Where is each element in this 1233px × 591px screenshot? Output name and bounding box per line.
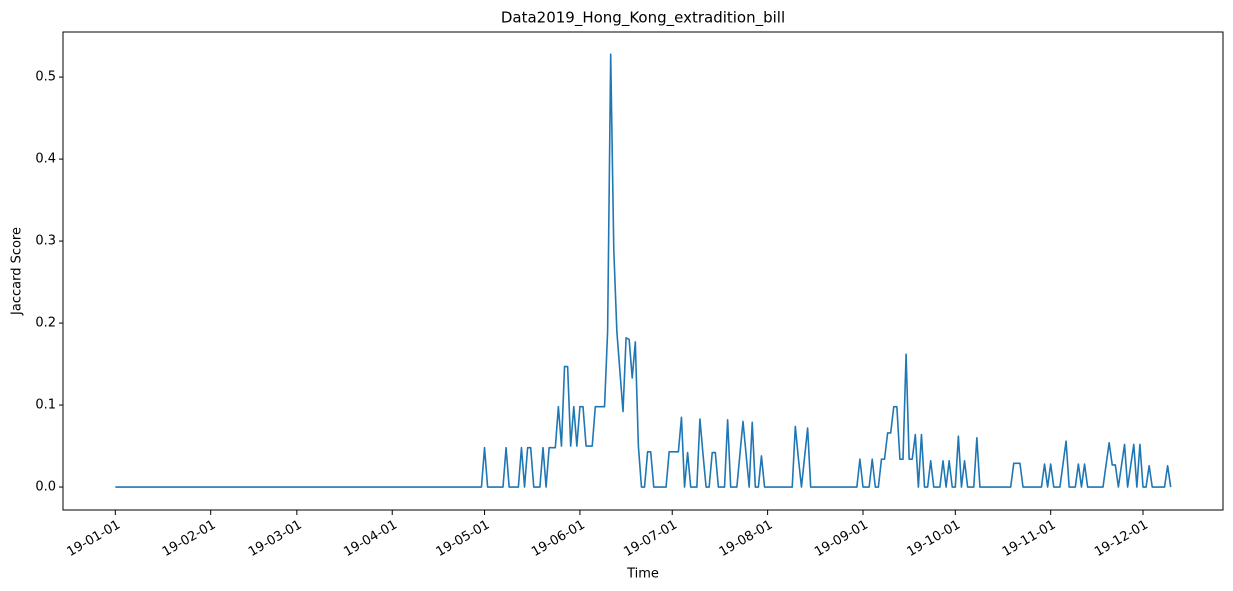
- x-axis-label: Time: [626, 567, 659, 582]
- x-tick-label: 19-08-01: [717, 518, 776, 560]
- y-tick-label: 0.2: [35, 316, 56, 331]
- chart-title: Data2019_Hong_Kong_extradition_bill: [501, 9, 785, 28]
- x-tick-label: 19-06-01: [529, 518, 588, 560]
- y-axis-label: Jaccard Score: [10, 227, 25, 316]
- y-tick-label: 0.4: [35, 152, 56, 167]
- x-tick-label: 19-10-01: [904, 518, 963, 560]
- y-tick-label: 0.3: [35, 234, 56, 249]
- x-tick-label: 19-03-01: [246, 518, 305, 560]
- x-tick-label: 19-01-01: [64, 518, 123, 560]
- y-tick-label: 0.1: [35, 398, 56, 413]
- y-tick-label: 0.0: [35, 480, 56, 495]
- axes-frame: [62, 31, 1224, 511]
- data-line: [115, 53, 1172, 488]
- x-tick-label: 19-12-01: [1092, 518, 1151, 560]
- y-tick-label: 0.5: [35, 70, 56, 85]
- x-tick-label: 19-11-01: [1000, 518, 1059, 560]
- x-tick-label: 19-05-01: [434, 518, 493, 560]
- x-tick-label: 19-07-01: [621, 518, 680, 560]
- x-tick-label: 19-09-01: [812, 518, 871, 560]
- x-tick-label: 19-04-01: [341, 518, 400, 560]
- x-tick-label: 19-02-01: [160, 518, 219, 560]
